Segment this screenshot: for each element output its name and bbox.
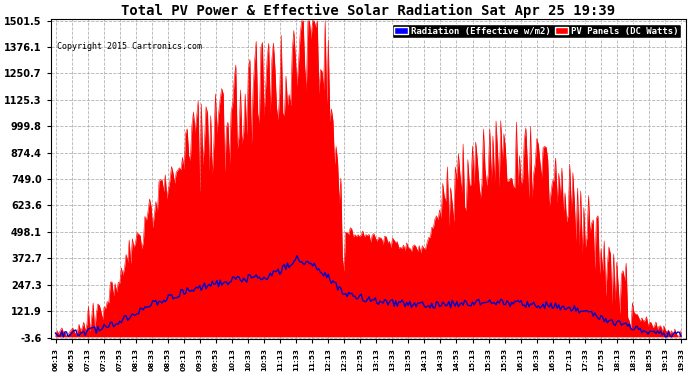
Legend: Radiation (Effective w/m2), PV Panels (DC Watts): Radiation (Effective w/m2), PV Panels (D… (392, 24, 681, 38)
Title: Total PV Power & Effective Solar Radiation Sat Apr 25 19:39: Total PV Power & Effective Solar Radiati… (121, 4, 615, 18)
Text: Copyright 2015 Cartronics.com: Copyright 2015 Cartronics.com (57, 42, 202, 51)
